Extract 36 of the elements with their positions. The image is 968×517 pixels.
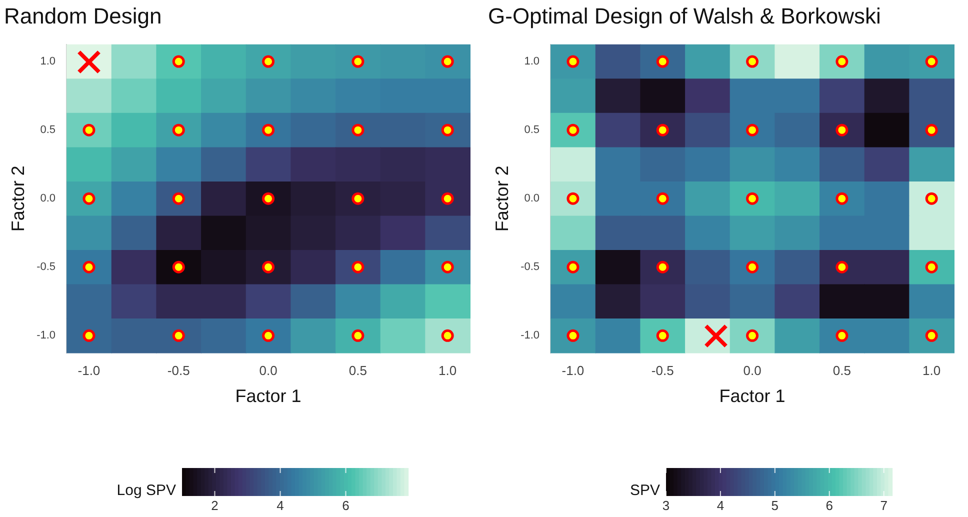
y-tick-label: 1.0 <box>524 56 540 68</box>
x-tick-label: -0.5 <box>167 363 190 378</box>
y-axis-title: Factor 2 <box>8 166 28 232</box>
x-tick-label: 0.5 <box>348 363 367 378</box>
x-tick-label: -0.5 <box>651 363 674 378</box>
y-tick-label: 0.5 <box>524 124 540 136</box>
color-bar-label: 3 <box>662 498 670 514</box>
y-tick-label: 0.0 <box>524 192 540 205</box>
color-bar-label: 5 <box>771 498 779 514</box>
y-tick-label: 0.5 <box>40 124 56 136</box>
color-bar-label: 4 <box>716 498 724 514</box>
color-bar-title: Log SPV <box>116 482 176 500</box>
chart-title: G-Optimal Design of Walsh & Borkowski <box>488 3 881 28</box>
color-bar-title: SPV <box>630 482 660 500</box>
x-tick-label: 0.5 <box>832 363 851 378</box>
x-tick-label: 1.0 <box>438 363 457 378</box>
x-tick-label: 1.0 <box>922 363 941 378</box>
y-tick-label: -0.5 <box>36 261 56 274</box>
x-tick-label: 0.0 <box>743 363 762 378</box>
y-tick-label: 1.0 <box>40 56 56 68</box>
color-bar-label: 4 <box>276 498 284 514</box>
x-axis-title: Factor 1 <box>235 386 302 406</box>
y-tick-label: 0.0 <box>40 192 56 205</box>
color-bar-label: 7 <box>880 498 888 514</box>
color-bar-label: 6 <box>342 498 350 514</box>
y-axis-title: Factor 2 <box>492 166 512 232</box>
x-tick-label: 0.0 <box>259 363 278 378</box>
y-tick-label: -1.0 <box>36 330 56 342</box>
color-bar-label: 2 <box>211 498 218 514</box>
color-bar-label: 6 <box>826 498 833 514</box>
y-tick-label: -1.0 <box>520 330 540 342</box>
x-tick-label: -1.0 <box>562 363 584 378</box>
x-tick-label: -1.0 <box>78 363 100 378</box>
x-axis-title: Factor 1 <box>719 386 786 406</box>
chart-title: Random Design <box>4 3 162 28</box>
y-tick-label: -0.5 <box>520 261 540 274</box>
